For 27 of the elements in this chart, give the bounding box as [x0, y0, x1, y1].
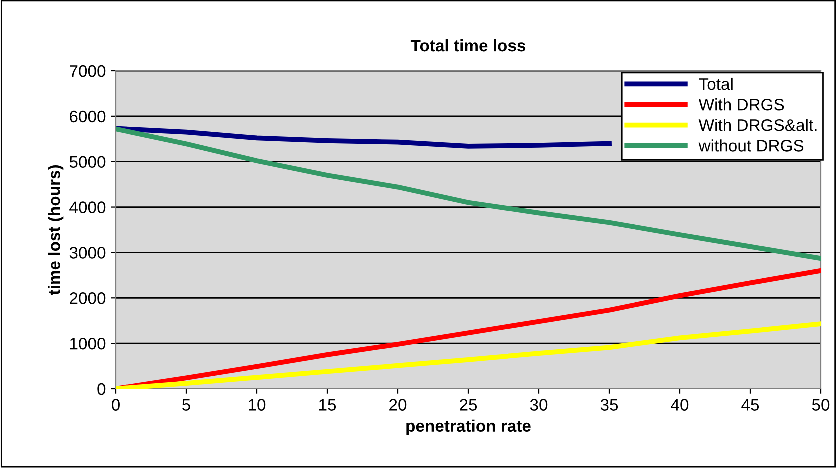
y-tick-label: 0	[98, 383, 106, 396]
line-series	[116, 126, 612, 149]
y-tick-label: 7000	[70, 65, 106, 78]
chart-title: Total time loss	[410, 39, 526, 52]
x-tick-label: 25	[460, 399, 478, 411]
x-tick-label: 0	[112, 399, 120, 411]
x-tick-label: 45	[742, 399, 760, 411]
x-tick-label: 15	[320, 399, 336, 411]
x-axis-title: penetration rate	[406, 420, 531, 436]
y-tick-label: 1000	[70, 338, 106, 350]
legend-label: With DRGS	[698, 98, 784, 111]
y-tick-label: 4000	[70, 202, 106, 214]
x-tick-label: 20	[390, 399, 407, 411]
x-tick-label: 5	[182, 399, 190, 411]
legend-label: Total	[699, 78, 733, 90]
x-tick-label: 35	[600, 399, 618, 411]
y-tick-label: 2000	[70, 292, 106, 304]
legend-label: without DRGS	[698, 140, 804, 152]
y-axis-title: time lost (hours)	[48, 166, 64, 296]
y-tick-label: 5000	[70, 156, 106, 168]
x-tick-label: 50	[812, 399, 830, 411]
x-tick-label: 40	[671, 399, 689, 411]
x-tick-label: 10	[249, 399, 266, 411]
y-tick-label: 3000	[70, 247, 106, 259]
x-tick-label: 30	[530, 399, 548, 411]
legend-label: With DRGS&alt.	[698, 119, 817, 132]
y-tick-label: 6000	[70, 110, 106, 123]
